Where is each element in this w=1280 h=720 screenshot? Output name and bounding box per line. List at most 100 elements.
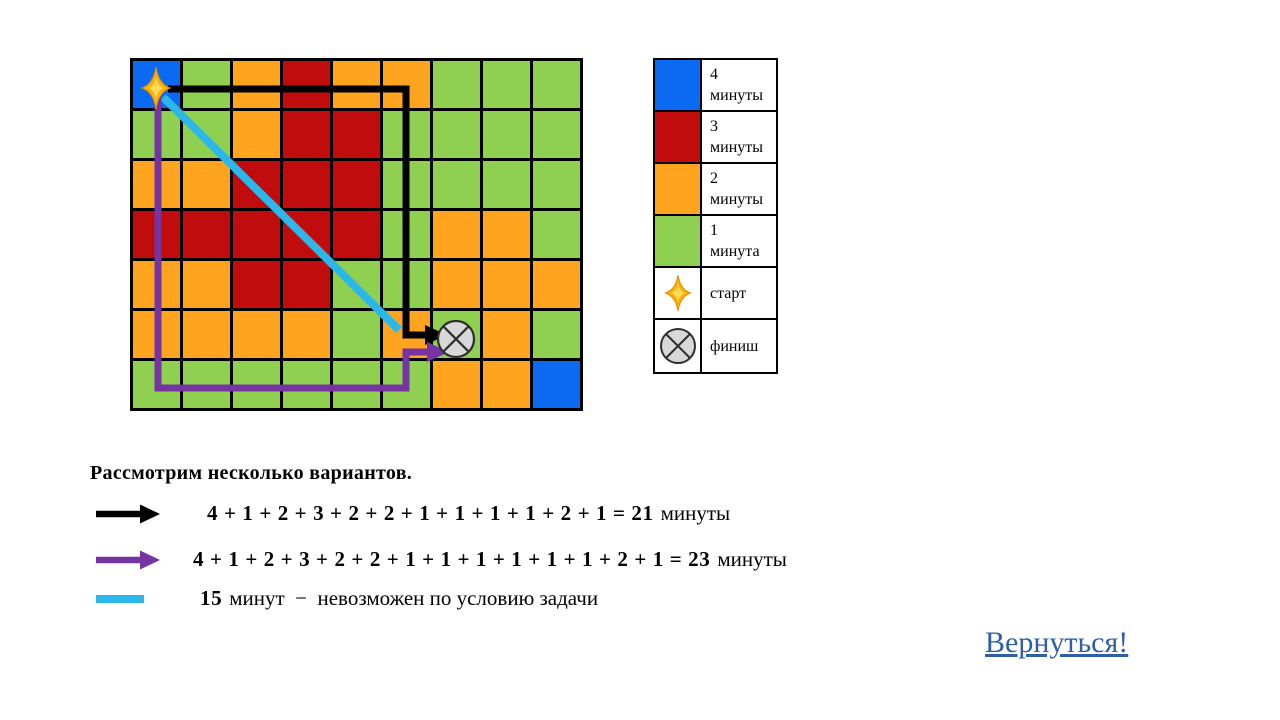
green-color-swatch (655, 216, 702, 266)
grid-cell-green (383, 161, 430, 208)
grid-cell-red (233, 261, 280, 308)
grid-cell-red (333, 211, 380, 258)
grid-cell-orange (183, 261, 230, 308)
legend-label: финиш (710, 337, 759, 355)
grid-cell-green (533, 111, 580, 158)
grid-cell-green (533, 61, 580, 108)
grid-cell-green (383, 211, 430, 258)
grid-cell-green (483, 161, 530, 208)
grid-cell-red (333, 111, 380, 158)
cyan-line-icon (96, 594, 144, 603)
blue-color-swatch (655, 60, 702, 110)
grid-cell-orange (483, 211, 530, 258)
grid-cell-green (233, 361, 280, 408)
grid-cell-green (433, 61, 480, 108)
equation-sum: 15 (200, 586, 223, 610)
page-title: Рассмотрим несколько вариантов. (90, 462, 413, 484)
legend-label: 1 минута (710, 222, 760, 260)
legend-label: 4 минуты (710, 66, 763, 104)
grid-cell-green (183, 61, 230, 108)
equation-unit: минут − невозможен по условию задачи (229, 586, 599, 610)
grid-cell-red (233, 211, 280, 258)
legend-row-star: старт (655, 268, 776, 320)
orange-color-swatch (655, 164, 702, 214)
finish-icon (659, 328, 696, 364)
grid-cell-orange (433, 261, 480, 308)
grid-cell-orange (483, 361, 530, 408)
equation-unit: минуты (717, 547, 787, 571)
grid-cell-green (333, 361, 380, 408)
legend-row-finish: финиш (655, 320, 776, 372)
start-icon (663, 274, 692, 312)
grid-cell-green (433, 111, 480, 158)
grid-cell-red (183, 211, 230, 258)
grid-cell-orange (383, 311, 430, 358)
grid-cell-red (333, 161, 380, 208)
grid-cell-red (283, 61, 330, 108)
grid-cell-green (533, 311, 580, 358)
grid-cell-green (183, 111, 230, 158)
grid-cell-orange (333, 61, 380, 108)
grid-cell-green (383, 261, 430, 308)
grid-cell-orange (233, 111, 280, 158)
legend-label: старт (710, 284, 747, 302)
grid-cell-orange (433, 211, 480, 258)
grid-cell-green (383, 111, 430, 158)
legend-row-green: 1 минута (655, 216, 776, 268)
grid-cell-orange (283, 311, 330, 358)
grid-board (130, 58, 583, 411)
legend-label: 2 минуты (710, 170, 763, 208)
grid-cell-red (133, 211, 180, 258)
grid-cell-green (183, 361, 230, 408)
legend-label: 3 минуты (710, 118, 763, 156)
grid-cell-green (333, 261, 380, 308)
grid-cell-orange (433, 361, 480, 408)
grid-cell-orange (533, 261, 580, 308)
equation-black-route: 4 + 1 + 2 + 3 + 2 + 2 + 1 + 1 + 1 + 1 + … (95, 501, 730, 526)
equation-purple-route: 4 + 1 + 2 + 3 + 2 + 2 + 1 + 1 + 1 + 1 + … (95, 547, 787, 572)
grid-cell-blue (133, 61, 180, 108)
purple-arrow-icon (96, 550, 160, 569)
legend-row-orange: 2 минуты (655, 164, 776, 216)
legend-table: 4 минуты 3 минуты 2 минуты 1 минута старт финиш (653, 58, 778, 374)
grid-cell-green (433, 161, 480, 208)
equation-unit: минуты (660, 501, 731, 525)
star-swatch (655, 268, 702, 318)
equation-sum: 4 + 1 + 2 + 3 + 2 + 2 + 1 + 1 + 1 + 1 + … (193, 547, 711, 571)
grid-cell-orange (133, 311, 180, 358)
grid-cell-red (283, 111, 330, 158)
grid-cell-green (533, 161, 580, 208)
legend-row-blue: 4 минуты (655, 60, 776, 112)
finish-swatch (655, 320, 702, 372)
equation-cyan-route: 15 минут − невозможен по условию задачи (95, 586, 598, 611)
grid-cell-red (283, 161, 330, 208)
equation-sum: 4 + 1 + 2 + 3 + 2 + 2 + 1 + 1 + 1 + 1 + … (207, 501, 654, 525)
grid-cell-green (333, 311, 380, 358)
grid-cell-green (483, 111, 530, 158)
grid-cell-blue (533, 361, 580, 408)
grid-cell-orange (183, 161, 230, 208)
red-color-swatch (655, 112, 702, 162)
grid-cell-green (383, 361, 430, 408)
grid-cell-orange (383, 61, 430, 108)
return-link[interactable]: Вернуться! (985, 626, 1129, 659)
grid-cell-red (233, 161, 280, 208)
grid-cell-orange (233, 61, 280, 108)
grid-cell-orange (133, 261, 180, 308)
black-arrow-icon (96, 504, 160, 523)
grid-cell-green (133, 361, 180, 408)
grid-cell-orange (483, 261, 530, 308)
grid-cell-green (533, 211, 580, 258)
legend-row-red: 3 минуты (655, 112, 776, 164)
grid-cell-green (133, 111, 180, 158)
grid-cell-orange (483, 311, 530, 358)
grid-cell-red (283, 261, 330, 308)
grid-cell-green (283, 361, 330, 408)
grid-cell-orange (133, 161, 180, 208)
grid-cell-orange (233, 311, 280, 358)
grid-cell-red (283, 211, 330, 258)
grid-cell-green (433, 311, 480, 358)
grid-cell-green (483, 61, 530, 108)
grid-cell-orange (183, 311, 230, 358)
